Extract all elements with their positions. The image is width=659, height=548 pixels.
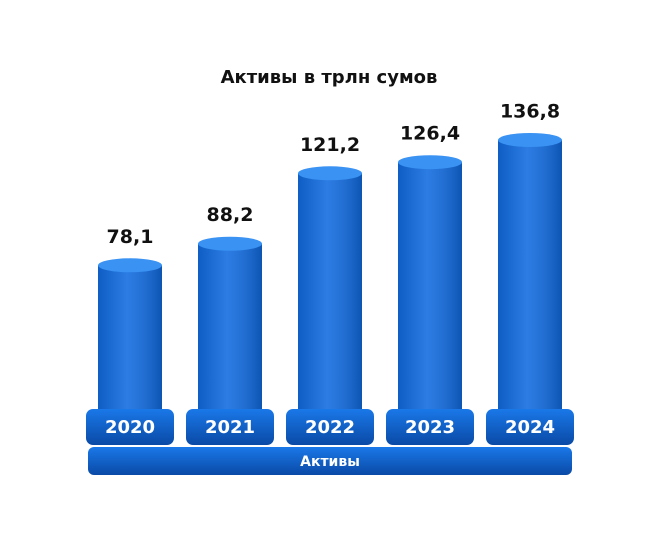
category-pill bbox=[386, 409, 474, 445]
value-label: 121,2 bbox=[300, 134, 360, 156]
bar-top bbox=[98, 258, 162, 273]
category-pill bbox=[286, 409, 374, 445]
chart-title: Активы в трлн сумов bbox=[221, 67, 438, 88]
bar-shade bbox=[398, 162, 462, 432]
bar-top bbox=[398, 155, 462, 170]
value-label: 88,2 bbox=[207, 204, 254, 226]
category-pill bbox=[86, 409, 174, 445]
x-axis-band bbox=[88, 447, 572, 475]
x-tick-label: 2021 bbox=[205, 417, 255, 438]
category-pill bbox=[186, 409, 274, 445]
bar-top bbox=[498, 133, 562, 147]
x-tick-label: 2024 bbox=[505, 417, 555, 438]
x-axis-label: Активы bbox=[300, 454, 360, 470]
x-tick-label: 2020 bbox=[105, 417, 155, 438]
bar-shade bbox=[98, 265, 162, 432]
bar-shade bbox=[498, 140, 562, 432]
x-tick-label: 2022 bbox=[305, 417, 355, 438]
x-tick-label: 2023 bbox=[405, 417, 455, 438]
bar-top bbox=[198, 236, 262, 251]
bar-shade bbox=[198, 243, 262, 432]
bar-top bbox=[298, 166, 362, 181]
value-label: 136,8 bbox=[500, 101, 560, 123]
value-label: 78,1 bbox=[107, 226, 154, 248]
bar-shade bbox=[298, 173, 362, 432]
category-pill bbox=[486, 409, 574, 445]
value-label: 126,4 bbox=[400, 123, 460, 145]
